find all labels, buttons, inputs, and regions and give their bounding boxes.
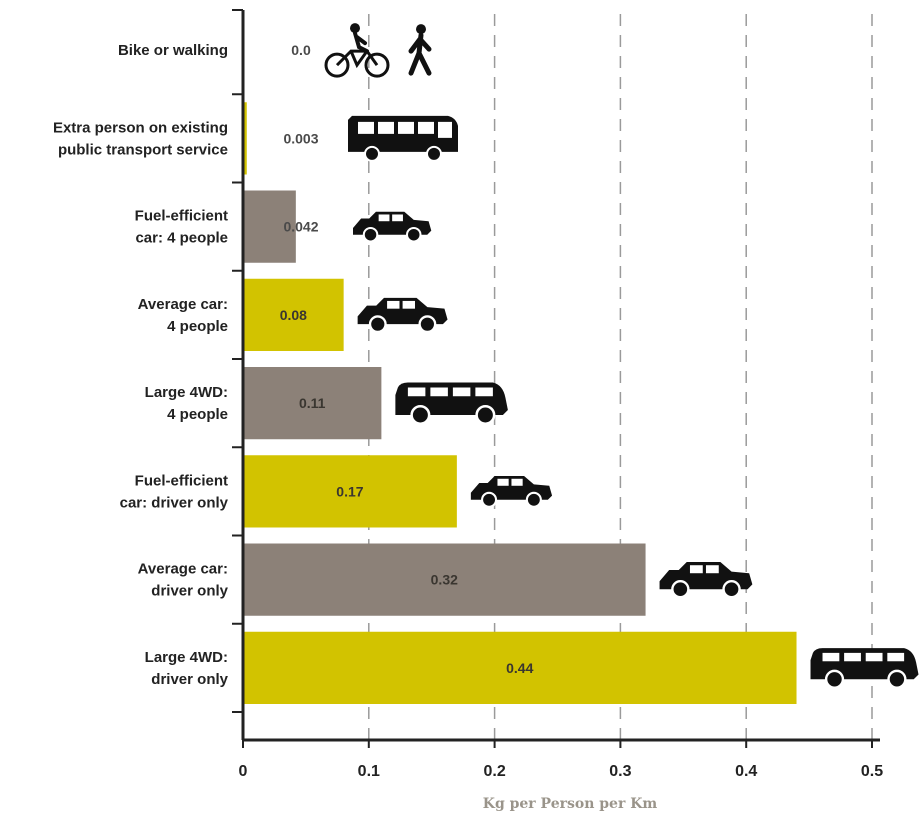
bike-and-walking-icon-0 <box>326 23 429 76</box>
bar-2 <box>243 190 296 263</box>
bar-value-label-2: 0.042 <box>283 219 318 235</box>
car-icon-6 <box>658 560 754 599</box>
x-tick-label-2: 0.2 <box>483 763 505 780</box>
bar-value-label-3: 0.08 <box>280 307 307 323</box>
bar-5 <box>243 455 457 528</box>
bar-value-label-4: 0.11 <box>299 395 326 411</box>
bar-value-label-7: 0.44 <box>506 660 533 676</box>
category-label-7: Large 4WD: driver only <box>145 649 229 688</box>
car-icon-3 <box>356 296 449 334</box>
car-icon-2 <box>351 210 433 243</box>
bar-3 <box>243 278 344 351</box>
bar-4 <box>243 367 382 440</box>
bar-1 <box>243 102 247 175</box>
bar-value-label-0: 0.0 <box>291 42 311 58</box>
suv-icon-7 <box>809 646 920 689</box>
category-label-1: Extra person on existing public transport… <box>53 119 228 158</box>
bar-6 <box>243 543 646 616</box>
suv-icon-4 <box>394 381 510 425</box>
bar-value-label-1: 0.003 <box>283 130 318 146</box>
bar-7 <box>243 631 797 704</box>
car-icon-5 <box>469 474 554 508</box>
bars <box>243 102 797 704</box>
category-label-5: Fuel-efficient car: driver only <box>120 472 229 511</box>
category-label-3: Average car: 4 people <box>138 296 228 335</box>
category-label-2: Fuel-efficient car: 4 people <box>135 208 228 247</box>
bar-value-label-6: 0.32 <box>431 572 458 588</box>
x-tick-label-4: 0.4 <box>735 763 757 780</box>
category-label-0: Bike or walking <box>118 42 228 59</box>
x-tick-label-5: 0.5 <box>861 763 883 780</box>
category-label-6: Average car: driver only <box>138 561 229 600</box>
x-tick-label-3: 0.3 <box>609 763 631 780</box>
x-axis-title: Kg per Person per Km <box>483 796 658 812</box>
category-labels: Bike or walking Extra person on existing p… <box>53 42 229 688</box>
axes: 0 0.1 0.2 0.3 0.4 0.5 <box>232 9 883 780</box>
x-tick-label-0: 0 <box>239 763 248 780</box>
bus-icon-1 <box>347 114 459 162</box>
x-tick-label-1: 0.1 <box>358 763 380 780</box>
category-label-4: Large 4WD: 4 people <box>145 384 228 423</box>
bar-value-label-5: 0.17 <box>336 483 363 499</box>
bar-value-labels: 0.0 0.003 0.042 0.08 0.11 0.17 0.32 0.44 <box>280 42 534 676</box>
